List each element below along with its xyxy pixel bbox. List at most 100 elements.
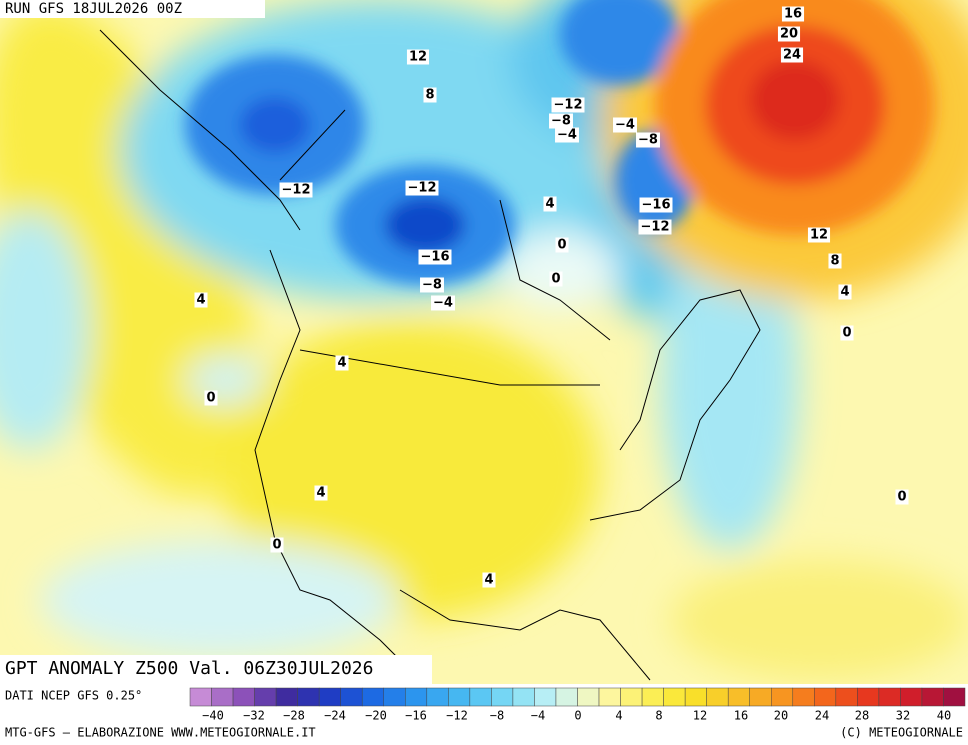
contour-label-bg — [613, 117, 637, 133]
colorbar-cell — [814, 687, 837, 707]
footer-right: (C) METEOGIORNALE — [840, 726, 963, 740]
contour-label: −12 — [408, 181, 437, 196]
colorbar-tick-label: −4 — [531, 709, 545, 723]
colorbar-tick-label: −32 — [243, 709, 265, 723]
colorbar-cell — [469, 687, 492, 707]
colorbar-cell — [297, 687, 320, 707]
contour-label: −12 — [282, 183, 311, 198]
contour-label: 0 — [272, 538, 281, 553]
contour-label-bg — [270, 537, 284, 553]
contour-label: 16 — [784, 7, 802, 22]
contour-label-group: −12 — [405, 180, 439, 196]
contour-label: 0 — [551, 272, 560, 287]
colorbar: −40 −32 −28 −24 −20 −16 −12 −8 −4 0 4 8 12 16 20 24 28 32… — [189, 687, 966, 723]
contour-label-group: −4 — [555, 127, 579, 143]
colorbar-tick-label: −20 — [365, 709, 387, 723]
contour-label-group: 0 — [549, 271, 563, 287]
colorbar-tick-label: −24 — [324, 709, 346, 723]
contour-label: 20 — [780, 27, 798, 42]
contour-label-bg — [777, 26, 801, 42]
contour-label-group: 0 — [840, 325, 854, 341]
contour-label-bg — [828, 253, 842, 269]
colorbar-cell — [383, 687, 406, 707]
contour-label-bg — [838, 284, 852, 300]
contour-label-group: 4 — [335, 355, 349, 371]
contour-label: −4 — [433, 296, 453, 311]
contour-label: −8 — [638, 133, 658, 148]
contour-label-bg — [636, 132, 660, 148]
contour-label: 12 — [409, 50, 427, 65]
contour-label-bg — [781, 6, 805, 22]
contour-label-bg — [418, 249, 452, 265]
colorbar-cell — [405, 687, 428, 707]
contour-label: −8 — [551, 114, 571, 129]
contour-label-bg — [780, 47, 804, 63]
colorbar-cell — [448, 687, 471, 707]
colorbar-tick-label: −8 — [490, 709, 504, 723]
contour-label-group: 12 — [406, 49, 430, 65]
contour-label-group: −8 — [420, 277, 444, 293]
colorbar-cell — [749, 687, 772, 707]
contour-label-bg — [335, 355, 349, 371]
contour-label: −8 — [422, 278, 442, 293]
colorbar-tick-label: 0 — [574, 709, 581, 723]
colorbar-tick-label: 24 — [815, 709, 829, 723]
contour-label-bg — [423, 87, 437, 103]
contour-label: 4 — [840, 285, 849, 300]
contour-label-group: −16 — [418, 249, 452, 265]
source-label: DATI NCEP GFS 0.25° — [5, 689, 142, 703]
colorbar-cell — [318, 687, 341, 707]
contour-label: 4 — [196, 293, 205, 308]
contour-label-group: 4 — [838, 284, 852, 300]
colorbar-cell — [340, 687, 363, 707]
contour-label-group: 0 — [895, 489, 909, 505]
contour-label: 0 — [557, 238, 566, 253]
contour-label-group: 8 — [828, 253, 842, 269]
contour-label-bg — [405, 180, 439, 196]
contour-label: 12 — [810, 228, 828, 243]
colorbar-cell — [663, 687, 686, 707]
contour-label-bg — [431, 295, 455, 311]
contour-label: −16 — [421, 250, 450, 265]
contour-label: 0 — [206, 391, 215, 406]
colorbar-cell — [232, 687, 255, 707]
colorbar-cell — [684, 687, 707, 707]
contour-label-bg — [555, 127, 579, 143]
contour-label-group: 0 — [270, 537, 284, 553]
contour-label-bg — [420, 277, 444, 293]
contour-label-group: −8 — [636, 132, 660, 148]
contour-label: −4 — [557, 128, 577, 143]
contour-label-group: −12 — [551, 97, 585, 113]
contour-label-group: 12 — [807, 227, 831, 243]
colorbar-cell — [598, 687, 621, 707]
colorbar-cell — [792, 687, 815, 707]
colorbar-cell — [900, 687, 923, 707]
contour-label-bg — [406, 49, 430, 65]
contour-label-group: 4 — [482, 572, 496, 588]
colorbar-cell — [771, 687, 794, 707]
contour-label-bg — [482, 572, 496, 588]
contour-label-bg — [639, 197, 673, 213]
contour-label-group: 4 — [314, 485, 328, 501]
contour-label-bg — [194, 292, 208, 308]
contour-label-group: 24 — [780, 47, 804, 63]
colorbar-cell — [254, 687, 277, 707]
colorbar-tick-label: −28 — [283, 709, 305, 723]
colorbar-tick-label: −12 — [446, 709, 468, 723]
header-box — [0, 0, 265, 18]
contour-label: −16 — [642, 198, 671, 213]
footer-left: MTG-GFS — ELABORAZIONE WWW.METEOGIORNALE… — [5, 726, 316, 740]
colorbar-tick-label: 4 — [615, 709, 622, 723]
colorbar-cell — [211, 687, 234, 707]
contour-label: 4 — [545, 197, 554, 212]
contour-label: 0 — [897, 490, 906, 505]
contour-label-bg — [549, 271, 563, 287]
contour-label-group: −12 — [638, 219, 672, 235]
colorbar-cell — [727, 687, 750, 707]
colorbar-tick-label: −40 — [202, 709, 224, 723]
contour-label-bg — [279, 182, 313, 198]
colorbar-tick-label: 40 — [937, 709, 951, 723]
contour-label: 0 — [842, 326, 851, 341]
